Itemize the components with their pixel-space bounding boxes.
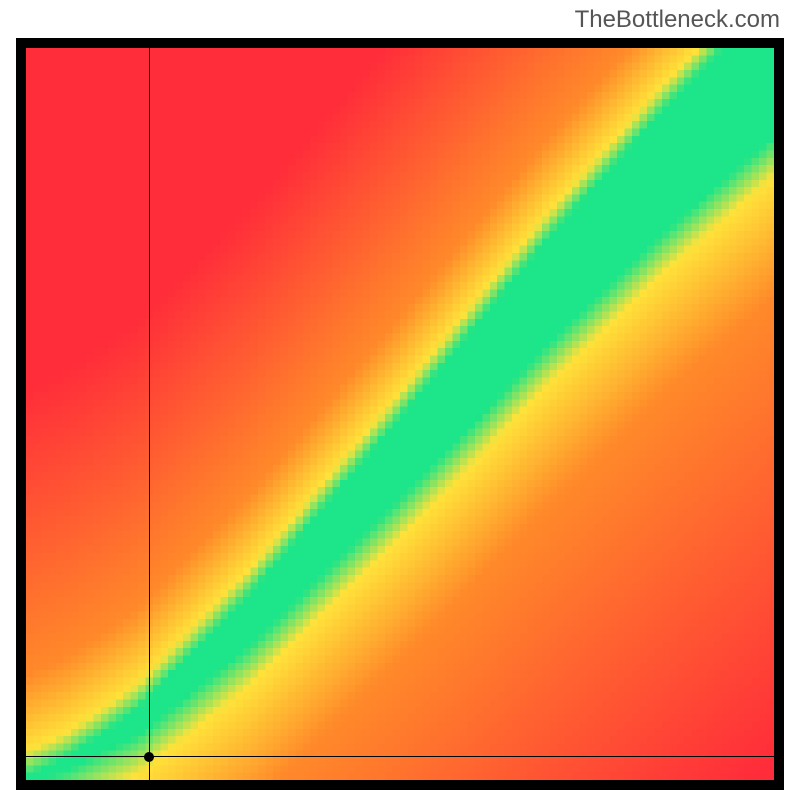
attribution-text: TheBottleneck.com: [575, 6, 780, 34]
crosshair-vertical: [149, 48, 150, 780]
plot-border: [16, 38, 784, 790]
heatmap-canvas: [26, 48, 774, 780]
chart-container: TheBottleneck.com: [0, 0, 800, 800]
plot-area: [26, 48, 774, 780]
crosshair-horizontal: [26, 756, 774, 757]
crosshair-marker: [144, 752, 154, 762]
